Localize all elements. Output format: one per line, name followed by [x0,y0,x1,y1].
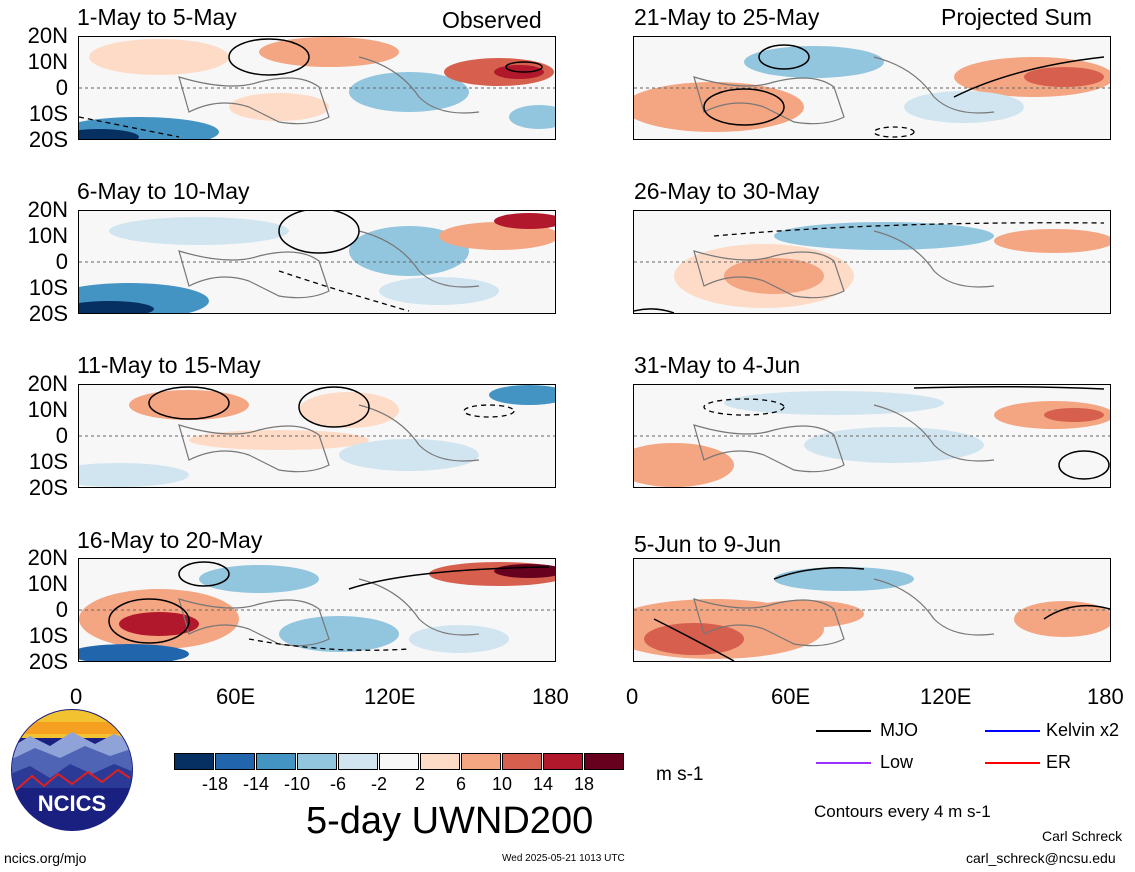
colorbar-swatch [215,753,255,770]
colorbar-swatch [174,753,214,770]
panel-title-1: 1-May to 5-May [77,4,237,30]
lat-label-row2-0: 0 [55,249,68,274]
lat-label-row1-20s: 20S [28,127,68,152]
colorbar-swatch [502,753,542,770]
lat-label-row4-20s: 20S [28,649,68,674]
panel-title-7: 31-May to 4-Jun [634,352,801,378]
panel-title-8: 5-Jun to 9-Jun [634,531,782,557]
lon-label-left-60: 60E [216,684,256,709]
lat-label-row2-10n: 10N [27,223,68,248]
lon-label-right-120: 120E [920,684,972,709]
lon-label-right-180: 180 [1087,684,1124,709]
lon-label-left-180: 180 [532,684,569,709]
lat-label-row4-20n: 20N [27,545,68,570]
lat-label-row3-10n: 10N [27,397,68,422]
colorbar-tick-label: 14 [532,774,554,794]
lat-label-row3-20n: 20N [27,371,68,396]
colorbar-swatch [256,753,296,770]
contour-note: Contours every 4 m s-1 [814,802,991,821]
lat-label-row4-10s: 10S [28,623,68,648]
legend-mjo-line [816,730,871,732]
lon-label-left-120: 120E [364,684,416,709]
lat-label-row2-10s: 10S [28,275,68,300]
lat-label-row1-10n: 10N [27,49,68,74]
footer-email[interactable]: carl_schreck@ncsu.edu [966,850,1116,866]
lat-label-row3-0: 0 [55,423,68,448]
colorbar-tick-label: -18 [201,774,228,794]
lon-label-right-0: 0 [626,684,639,709]
panel-tag-projected: Projected Sum [941,4,1092,30]
legend-low-line [816,762,871,764]
map-panel-4 [78,558,556,662]
lat-label-row2-20n: 20N [27,197,68,222]
legend-er-line [985,762,1040,764]
legend-mjo-label: MJO [880,720,918,740]
lat-label-row1-20n: 20N [27,23,68,48]
panel-title-3: 11-May to 15-May [77,352,261,378]
colorbar-swatch [461,753,501,770]
ncics-logo: NCICS [10,708,134,832]
map-panel-1 [78,36,556,140]
lat-label-row2-20s: 20S [28,301,68,326]
footer-timestamp: Wed 2025-05-21 1013 UTC [502,853,625,864]
colorbar-tick-label: -2 [370,774,387,794]
colorbar-tick-label: -14 [242,774,269,794]
panel-title-6: 26-May to 30-May [634,178,820,204]
colorbar-tick-label: -6 [329,774,346,794]
lat-label-row3-20s: 20S [28,475,68,500]
colorbar-swatch [297,753,337,770]
panel-title-4: 16-May to 20-May [77,527,263,553]
lat-label-row1-10s: 10S [28,101,68,126]
colorbar-swatch [584,753,624,770]
map-panel-2 [78,210,556,314]
panel-tag-observed: Observed [442,7,542,33]
colorbar-tick-label: -10 [283,774,310,794]
lat-label-row4-0: 0 [55,597,68,622]
lon-label-left-0: 0 [70,684,83,709]
main-title: 5-day UWND200 [306,800,594,842]
map-panel-8 [633,558,1111,662]
colorbar-tick-label: 10 [491,774,513,794]
colorbar-swatch [420,753,460,770]
colorbar-swatch [379,753,419,770]
legend-kelvin-line [985,730,1040,732]
panel-title-5: 21-May to 25-May [634,4,820,30]
lat-label-row3-10s: 10S [28,449,68,474]
footer-url[interactable]: ncics.org/mjo [4,850,87,866]
lat-label-row4-10n: 10N [27,571,68,596]
map-panel-5 [633,36,1111,140]
colorbar-tick-label: 2 [414,774,425,794]
map-panel-7 [633,384,1111,488]
colorbar-tick-label: 6 [455,774,466,794]
panel-title-2: 6-May to 10-May [77,178,250,204]
colorbar-tick-label: 18 [573,774,595,794]
map-panel-3 [78,384,556,488]
colorbar-swatch [543,753,583,770]
lat-label-row1-0: 0 [55,75,68,100]
legend-low-label: Low [880,752,914,772]
logo-text: NCICS [38,791,106,816]
footer-author: Carl Schreck [1042,828,1123,844]
legend-kelvin-label: Kelvin x2 [1046,720,1120,740]
colorbar-units: m s-1 [656,764,704,785]
legend-er-label: ER [1046,752,1072,772]
map-panel-6 [633,210,1111,314]
lon-label-right-60: 60E [771,684,811,709]
colorbar-swatch [338,753,378,770]
